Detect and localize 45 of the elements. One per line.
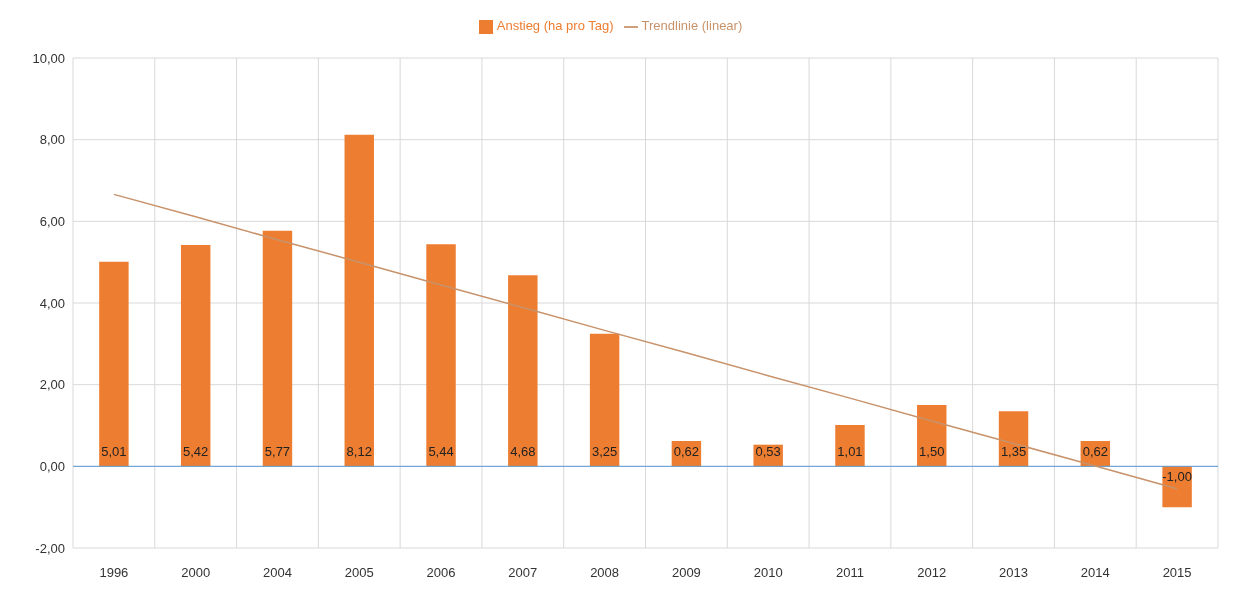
x-tick-label: 2009 xyxy=(671,565,701,581)
bar xyxy=(589,333,620,467)
x-tick-label: 2011 xyxy=(835,565,864,581)
x-tick-label: 2006 xyxy=(426,565,456,581)
bar xyxy=(344,134,374,467)
data-label: 0,62 xyxy=(673,444,700,460)
x-tick-label: 2013 xyxy=(999,565,1028,581)
y-tick-label: 8,00 xyxy=(39,132,65,148)
legend-label: Anstieg (ha pro Tag) xyxy=(496,18,614,33)
data-label: 1,01 xyxy=(837,444,863,460)
x-tick-label: 1996 xyxy=(99,565,129,581)
bar xyxy=(508,275,538,467)
data-label: -1,00 xyxy=(1162,469,1192,485)
bar xyxy=(426,244,456,467)
data-label: 8,12 xyxy=(346,444,372,460)
data-label: 0,53 xyxy=(755,444,781,460)
x-tick-label: 2000 xyxy=(181,565,211,581)
data-label: 0,62 xyxy=(1082,444,1108,460)
data-label: 5,77 xyxy=(264,444,291,460)
data-label: 4,68 xyxy=(510,444,536,460)
x-tick-label: 2004 xyxy=(263,565,292,581)
x-tick-label: 2015 xyxy=(1162,565,1192,581)
y-tick-label: 4,00 xyxy=(39,295,65,311)
data-label: 1,35 xyxy=(1000,444,1027,460)
data-label: 5,42 xyxy=(183,444,209,460)
data-label: 5,01 xyxy=(101,444,127,460)
data-label: 5,44 xyxy=(428,444,454,460)
data-label: 1,50 xyxy=(919,444,945,460)
x-tick-label: 2012 xyxy=(917,565,947,581)
bar xyxy=(99,261,129,467)
y-tick-label: -2,00 xyxy=(35,540,65,556)
bar xyxy=(180,245,211,467)
x-tick-label: 2014 xyxy=(1080,565,1110,581)
y-tick-label: 6,00 xyxy=(39,213,65,229)
y-tick-label: 0,00 xyxy=(39,458,65,474)
x-tick-label: 2010 xyxy=(753,565,783,581)
y-tick-label: 10,00 xyxy=(32,50,65,66)
y-tick-label: 2,00 xyxy=(39,377,65,393)
legend-label: Trendlinie (linear) xyxy=(641,18,743,33)
x-tick-label: 2008 xyxy=(590,565,620,581)
x-tick-label: 2005 xyxy=(344,565,374,581)
x-tick-label: 2007 xyxy=(508,565,538,581)
bar xyxy=(835,425,865,467)
bar xyxy=(262,230,293,467)
data-label: 3,25 xyxy=(591,444,618,460)
